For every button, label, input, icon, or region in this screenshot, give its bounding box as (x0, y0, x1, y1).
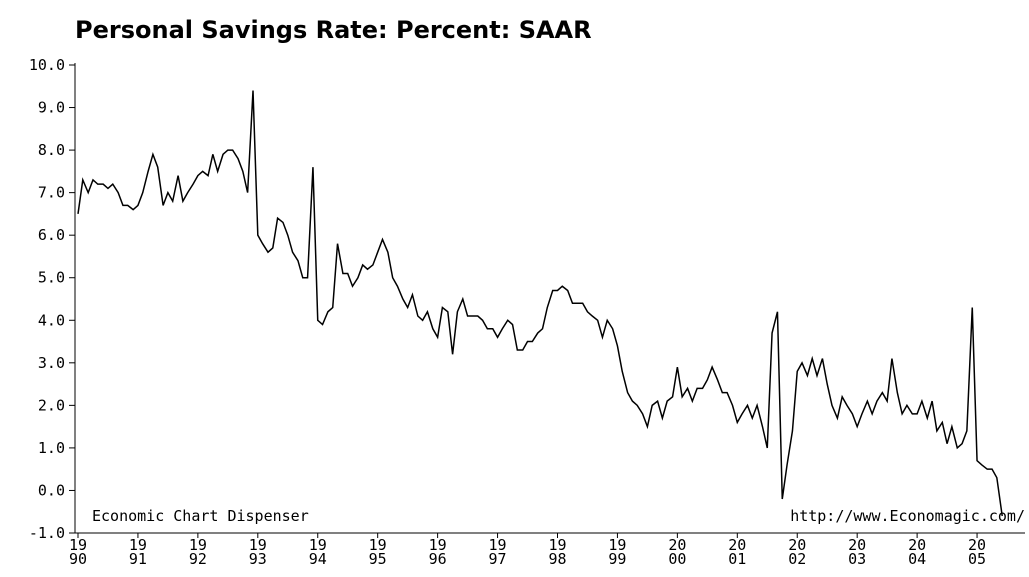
x-tick-label: 02 (788, 550, 806, 568)
x-tick-label: 19 (429, 536, 447, 554)
y-tick-label: -1.0 (29, 524, 65, 542)
annotation: http://www.Economagic.com/ (790, 507, 1025, 525)
x-tick-label: 20 (848, 536, 866, 554)
x-tick-label: 00 (668, 550, 686, 568)
x-tick-label: 20 (908, 536, 926, 554)
x-tick-label: 19 (489, 536, 507, 554)
y-tick-label: 9.0 (38, 99, 65, 117)
line-series (77, 90, 1003, 517)
x-tick-label: 94 (309, 550, 327, 568)
x-tick-label: 04 (908, 550, 926, 568)
x-tick-label: 20 (668, 536, 686, 554)
x-tick-label: 19 (369, 536, 387, 554)
x-tick-label: 03 (848, 550, 866, 568)
x-tick-label: 19 (189, 536, 207, 554)
x-tick-label: 19 (548, 536, 566, 554)
x-tick-label: 97 (489, 550, 507, 568)
x-tick-label: 99 (608, 550, 626, 568)
y-tick-label: 8.0 (38, 141, 65, 159)
x-tick-label: 91 (129, 550, 147, 568)
y-tick-label: 2.0 (38, 396, 65, 414)
y-tick-label: 6.0 (38, 226, 65, 244)
x-tick-label: 19 (309, 536, 327, 554)
x-tick-label: 19 (608, 536, 626, 554)
x-tick-label: 19 (249, 536, 267, 554)
x-tick-label: 19 (69, 536, 87, 554)
y-tick-label: 1.0 (38, 439, 65, 457)
y-tick-label: 5.0 (38, 269, 65, 287)
x-tick-label: 01 (728, 550, 746, 568)
y-tick-label: 7.0 (38, 184, 65, 202)
x-tick-label: 05 (968, 550, 986, 568)
x-tick-label: 98 (548, 550, 566, 568)
x-tick-label: 20 (788, 536, 806, 554)
x-tick-label: 19 (129, 536, 147, 554)
annotation: Economic Chart Dispenser (92, 507, 309, 525)
x-tick-label: 20 (968, 536, 986, 554)
y-tick-label: 3.0 (38, 354, 65, 372)
x-tick-label: 95 (369, 550, 387, 568)
x-tick-label: 90 (69, 550, 87, 568)
y-tick-label: 4.0 (38, 311, 65, 329)
x-tick-label: 93 (249, 550, 267, 568)
x-tick-label: 92 (189, 550, 207, 568)
y-tick-label: 10.0 (29, 56, 65, 74)
y-tick-label: 0.0 (38, 481, 65, 499)
x-tick-label: 20 (728, 536, 746, 554)
x-tick-label: 96 (429, 550, 447, 568)
chart-title: Personal Savings Rate: Percent: SAAR (75, 16, 592, 44)
